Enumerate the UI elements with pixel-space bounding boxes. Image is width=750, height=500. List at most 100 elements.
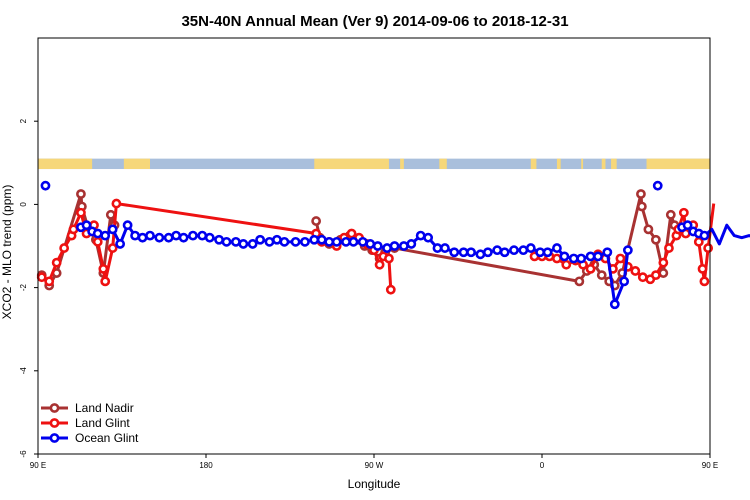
data-point bbox=[699, 230, 710, 241]
legend-item: Ocean Glint bbox=[41, 431, 139, 445]
data-point bbox=[255, 234, 266, 245]
data-point bbox=[51, 257, 62, 268]
data-point bbox=[105, 209, 116, 220]
legend-swatch-marker bbox=[49, 433, 60, 443]
data-point bbox=[664, 243, 674, 253]
data-point bbox=[357, 236, 368, 247]
land-segment bbox=[530, 158, 537, 170]
y-tick-label: 0 bbox=[19, 202, 28, 207]
legend-swatch-marker bbox=[49, 403, 60, 413]
land-segment bbox=[439, 158, 447, 170]
land-segment bbox=[556, 158, 561, 170]
data-point bbox=[542, 247, 553, 258]
legend-item: Land Glint bbox=[41, 416, 130, 430]
data-point bbox=[568, 253, 579, 264]
data-point bbox=[699, 276, 710, 287]
x-tick-label: 90 W bbox=[365, 461, 384, 470]
data-point bbox=[290, 236, 301, 247]
data-point bbox=[615, 253, 626, 264]
data-point bbox=[247, 239, 258, 249]
data-point bbox=[36, 272, 47, 283]
data-point bbox=[650, 270, 661, 281]
data-point bbox=[622, 245, 633, 256]
data-point bbox=[637, 272, 648, 283]
data-point bbox=[279, 236, 290, 247]
data-point bbox=[324, 236, 335, 247]
data-point bbox=[576, 253, 587, 264]
data-point bbox=[525, 243, 536, 253]
data-point bbox=[643, 224, 654, 235]
data-point bbox=[703, 243, 714, 253]
data-point bbox=[678, 207, 689, 218]
y-tick-label: -4 bbox=[19, 367, 28, 375]
data-point bbox=[197, 230, 208, 241]
data-point bbox=[346, 228, 357, 239]
data-point bbox=[697, 263, 708, 274]
data-point bbox=[585, 251, 596, 262]
data-point bbox=[341, 236, 351, 247]
land-ocean-band bbox=[38, 158, 710, 170]
data-point bbox=[81, 220, 92, 231]
x-tick-label: 180 bbox=[199, 461, 213, 470]
data-point bbox=[415, 230, 426, 241]
data-point bbox=[466, 247, 476, 258]
land-segment bbox=[646, 158, 710, 170]
data-point bbox=[76, 189, 86, 199]
x-tick-label: 90 E bbox=[30, 461, 46, 470]
data-point bbox=[398, 241, 409, 251]
y-tick-label: -6 bbox=[19, 450, 28, 458]
data-point bbox=[92, 236, 103, 247]
data-point bbox=[652, 180, 663, 191]
data-point bbox=[348, 236, 359, 247]
data-point bbox=[100, 230, 111, 241]
data-point bbox=[115, 239, 126, 249]
data-point bbox=[311, 216, 322, 226]
data-point bbox=[107, 224, 118, 235]
land-segment bbox=[601, 158, 606, 170]
data-point bbox=[619, 276, 630, 287]
data-point bbox=[214, 234, 224, 245]
data-point bbox=[59, 243, 70, 253]
data-point bbox=[552, 243, 562, 253]
legend-label: Land Glint bbox=[75, 416, 130, 430]
data-point bbox=[40, 180, 51, 191]
land-segment bbox=[123, 158, 150, 170]
data-point bbox=[593, 251, 603, 262]
y-tick-label: -2 bbox=[19, 283, 28, 291]
data-point bbox=[382, 243, 392, 253]
legend-item: Land Nadir bbox=[41, 401, 134, 415]
data-point bbox=[272, 234, 282, 245]
data-point bbox=[650, 234, 661, 245]
data-point bbox=[658, 257, 669, 268]
data-point bbox=[682, 220, 693, 231]
data-point bbox=[658, 268, 669, 278]
chart-title: 35N-40N Annual Mean (Ver 9) 2014-09-06 t… bbox=[181, 13, 568, 30]
data-point bbox=[92, 228, 103, 239]
data-point bbox=[264, 236, 275, 247]
data-point bbox=[602, 247, 613, 258]
data-point bbox=[204, 232, 215, 243]
legend-swatch-marker bbox=[49, 418, 60, 428]
x-tick-label: 0 bbox=[540, 461, 545, 470]
data-point bbox=[154, 232, 165, 243]
data-point bbox=[636, 201, 647, 212]
data-point bbox=[137, 232, 148, 243]
data-point bbox=[374, 259, 385, 270]
data-point bbox=[238, 239, 249, 249]
data-point bbox=[111, 198, 122, 209]
data-point bbox=[574, 276, 585, 287]
data-point bbox=[559, 251, 570, 262]
data-point bbox=[630, 266, 641, 276]
data-point bbox=[585, 263, 596, 274]
data-point bbox=[552, 253, 562, 264]
data-point bbox=[596, 270, 607, 281]
data-point bbox=[44, 276, 55, 287]
data-point bbox=[458, 247, 469, 258]
x-axis-label: Longitude bbox=[348, 477, 401, 491]
series-ocean-glint bbox=[40, 180, 750, 310]
data-point bbox=[163, 232, 174, 243]
data-point bbox=[76, 207, 86, 218]
y-tick-label: 2 bbox=[19, 118, 28, 123]
data-point bbox=[389, 241, 400, 251]
